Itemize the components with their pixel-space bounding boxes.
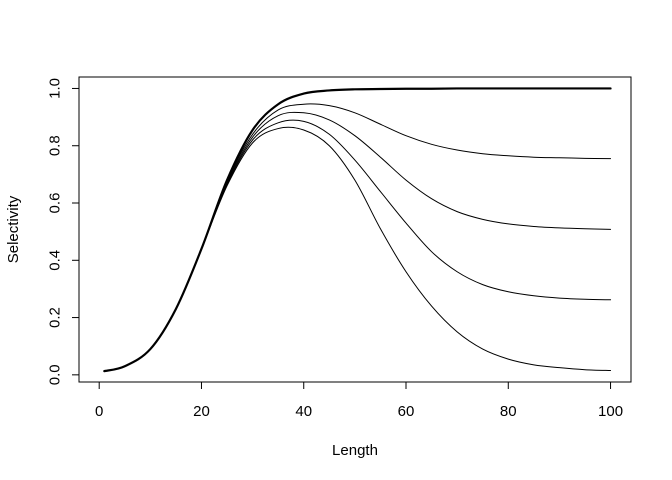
- series-line-2: [103, 103, 612, 372]
- x-tick-label: 60: [398, 403, 415, 420]
- y-tick-label: 0.8: [47, 135, 64, 156]
- x-tick-label: 80: [500, 403, 517, 420]
- x-tick-label: 0: [95, 403, 103, 420]
- x-axis: 0 20 40 60 80 100: [95, 381, 623, 420]
- series-line-3: [103, 111, 612, 372]
- series-line-5: [103, 126, 612, 372]
- plot-box: [78, 76, 632, 383]
- series-line-1: [103, 87, 612, 373]
- y-axis: 0.0 0.2 0.4 0.6 0.8 1.0: [47, 78, 80, 385]
- y-tick-label: 0.0: [47, 364, 64, 385]
- series-lines: [103, 87, 612, 373]
- y-tick-label: 0.2: [47, 307, 64, 328]
- y-axis-label: Selectivity: [5, 195, 22, 263]
- x-tick-label: 100: [598, 403, 623, 420]
- x-tick-label: 20: [193, 403, 210, 420]
- y-tick-label: 0.4: [47, 250, 64, 271]
- series-line-4: [103, 119, 612, 372]
- y-tick-label: 1.0: [47, 78, 64, 99]
- x-axis-label: Length: [332, 442, 378, 459]
- x-tick-label: 40: [295, 403, 312, 420]
- y-tick-label: 0.6: [47, 193, 64, 214]
